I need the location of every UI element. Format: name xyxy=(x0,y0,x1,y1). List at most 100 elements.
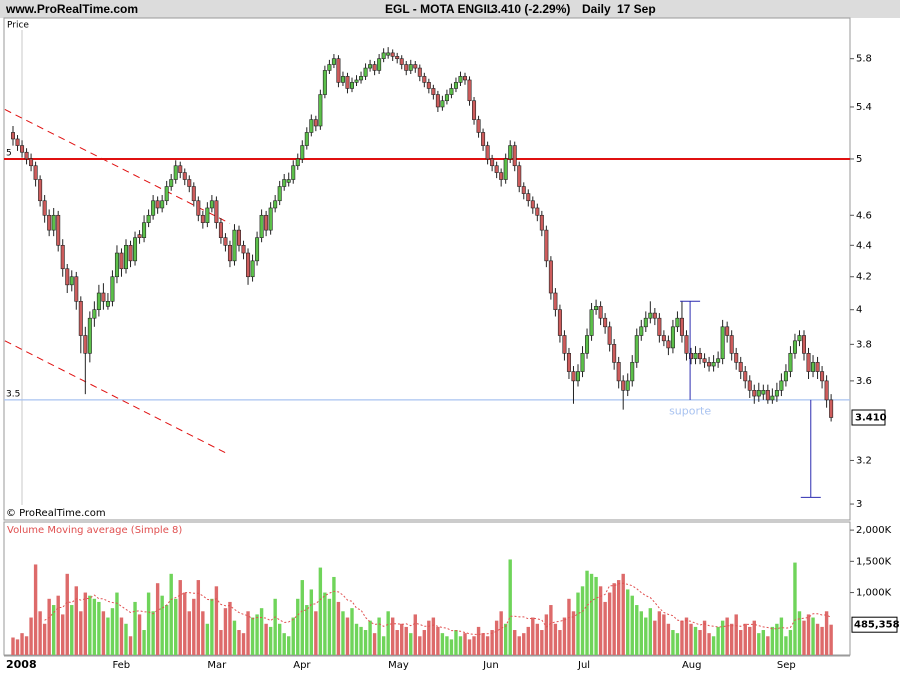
volume-bar xyxy=(458,636,463,655)
candle-body xyxy=(779,380,784,391)
volume-bar xyxy=(463,633,467,655)
volume-bar xyxy=(273,598,277,655)
volume-bar xyxy=(571,611,576,655)
candle-body xyxy=(458,76,463,83)
candle-body xyxy=(517,165,522,187)
volume-bar xyxy=(151,611,155,655)
candle-body xyxy=(29,158,34,167)
volume-bar xyxy=(164,605,169,655)
candle-body xyxy=(417,67,422,77)
volume-bar xyxy=(33,564,38,655)
volume-bar xyxy=(178,580,182,655)
y-tick-label: 5.8 xyxy=(856,54,872,65)
candle-body xyxy=(580,353,585,372)
volume-bar xyxy=(336,601,341,655)
volume-bar xyxy=(752,620,756,655)
last-volume-box xyxy=(851,616,898,633)
volume-bar xyxy=(359,626,363,655)
volume-bar xyxy=(607,592,612,655)
volume-bar xyxy=(332,576,336,655)
candle-body xyxy=(716,358,721,363)
candle-body xyxy=(282,179,287,187)
candle-body xyxy=(566,353,571,372)
candle-body xyxy=(490,158,495,167)
volume-bar xyxy=(146,592,151,655)
candle-body xyxy=(652,312,657,319)
volume-bar xyxy=(395,630,399,655)
candle-body xyxy=(33,165,38,180)
volume-bar xyxy=(743,623,747,655)
volume-bar xyxy=(784,636,788,655)
volume-bar xyxy=(666,623,671,655)
candle-body xyxy=(336,58,341,83)
volume-bar xyxy=(761,630,766,655)
volume-y-tick-label: 2,000K xyxy=(856,525,892,536)
candle-body xyxy=(101,292,106,302)
candle-body xyxy=(250,260,255,278)
candle-body xyxy=(494,165,499,173)
x-tick-label: Jul xyxy=(577,660,590,671)
annotation: suporte xyxy=(669,405,711,418)
candle-body xyxy=(241,245,246,254)
candle-body xyxy=(752,390,757,397)
candle-body xyxy=(38,179,43,202)
volume-bar xyxy=(499,611,503,655)
volume-bar xyxy=(770,626,775,655)
volume-bar xyxy=(237,630,241,655)
volume-bar xyxy=(219,630,223,655)
volume-bar xyxy=(88,595,92,655)
volume-bar xyxy=(70,605,74,655)
candle-body xyxy=(811,362,816,372)
candle-body xyxy=(643,317,648,328)
candle-body xyxy=(585,335,590,354)
volume-bar xyxy=(508,559,512,655)
volume-bar xyxy=(368,620,372,655)
candle-body xyxy=(404,64,409,71)
volume-bar xyxy=(589,573,594,655)
volume-bar xyxy=(259,608,264,655)
volume-bar xyxy=(662,614,666,655)
volume-bar xyxy=(716,626,720,655)
volume-bar xyxy=(734,614,738,655)
volume-bar xyxy=(137,614,142,655)
candle-body xyxy=(151,200,156,216)
candle-body xyxy=(173,165,178,180)
price-panel-label: Price xyxy=(7,21,29,31)
volume-bar xyxy=(612,583,616,655)
candle-body xyxy=(74,276,79,302)
candle-body xyxy=(435,94,440,108)
candle-body xyxy=(829,399,834,418)
candle-body xyxy=(169,179,174,187)
candle-body xyxy=(657,317,662,336)
candle-body xyxy=(277,186,282,202)
volume-bar xyxy=(517,636,521,655)
volume-bar xyxy=(24,636,29,655)
candle-body xyxy=(300,145,305,160)
candle-body xyxy=(327,64,332,71)
candle-body xyxy=(548,260,553,294)
x-tick-label: Sep xyxy=(777,660,796,671)
candle-body xyxy=(200,214,205,223)
candle-body xyxy=(743,371,748,382)
x-tick-label: Aug xyxy=(682,660,702,671)
volume-bar xyxy=(513,630,517,655)
volume-bar xyxy=(639,611,643,655)
candle-body xyxy=(679,317,684,336)
volume-bar xyxy=(192,598,196,655)
y-tick-label: 4.4 xyxy=(856,240,872,251)
volume-bar xyxy=(806,614,811,655)
candle-body xyxy=(182,172,187,180)
candle-body xyxy=(792,340,797,354)
volume-bar xyxy=(467,639,472,655)
candle-body xyxy=(774,390,779,397)
x-tick-label: May xyxy=(388,660,409,671)
volume-bar xyxy=(345,617,350,655)
volume-bar xyxy=(680,620,684,655)
candle-body xyxy=(187,179,192,187)
candle-body xyxy=(756,390,761,397)
candle-body xyxy=(69,276,74,286)
candle-body xyxy=(322,70,327,95)
volume-bar xyxy=(793,562,797,655)
candle-body xyxy=(372,64,377,71)
volume-bar xyxy=(210,598,214,655)
